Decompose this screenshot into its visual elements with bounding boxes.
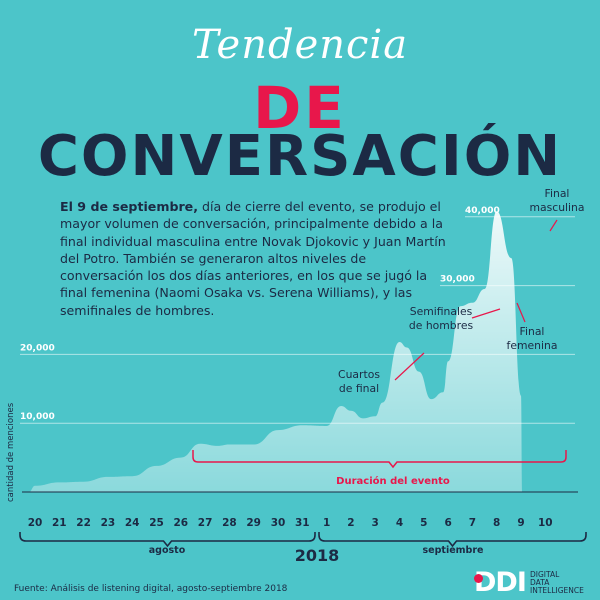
annotation-pointer — [516, 302, 526, 323]
annotation-pointer — [549, 219, 558, 232]
logo-text-line3: INTELLIGENCE — [530, 586, 584, 596]
x-tick-label: 25 — [149, 517, 164, 529]
x-tick-label: 20 — [28, 517, 43, 529]
y-tick-label: 10,000 — [20, 412, 55, 422]
x-tick-label: 27 — [198, 517, 213, 529]
x-tick-label: 28 — [222, 517, 237, 529]
logo-text-line2: DATA — [530, 578, 550, 588]
x-tick-label: 31 — [295, 517, 310, 529]
x-tick-label: 29 — [246, 517, 261, 529]
x-tick-label: 6 — [444, 517, 451, 529]
bracket-agosto — [19, 532, 316, 548]
x-tick-label: 30 — [271, 517, 286, 529]
logo-mark: DDI — [474, 567, 527, 598]
x-tick-label: 26 — [173, 517, 188, 529]
year-label: 2018 — [295, 546, 340, 565]
title-conversacion: CONVERSACIÓN — [37, 124, 563, 189]
x-tick-label: 3 — [372, 517, 379, 529]
logo-dot — [474, 574, 483, 583]
x-tick-label: 1 — [323, 517, 330, 529]
x-tick-label: 2 — [347, 517, 354, 529]
event-duration-label: Duración del evento — [336, 475, 450, 487]
bracket-septiembre — [318, 532, 587, 548]
x-tick-label: 4 — [396, 517, 403, 529]
x-tick-label: 7 — [469, 517, 476, 529]
title-de: DE — [253, 74, 347, 142]
intro-bold: El 9 de septiembre, — [60, 199, 198, 214]
x-tick-label: 5 — [420, 517, 427, 529]
intro-paragraph: El 9 de septiembre, día de cierre del ev… — [60, 198, 450, 319]
source-note: Fuente: Análisis de listening digital, a… — [14, 584, 288, 594]
x-tick-label: 24 — [125, 517, 140, 529]
month-label-septiembre: septiembre — [423, 545, 484, 556]
annotation-pointer — [471, 308, 501, 319]
y-tick-label: 40,000 — [465, 206, 500, 216]
y-axis-label: cantidad de menciones — [6, 402, 16, 502]
annotation-final-masculina: Final masculina — [530, 187, 585, 214]
title-tendencia: Tendencia — [191, 22, 409, 68]
x-tick-label: 9 — [517, 517, 524, 529]
y-tick-label: 20,000 — [20, 343, 55, 353]
logo-text: DIGITAL DATA INTELLIGENCE — [530, 570, 584, 596]
x-tick-label: 23 — [101, 517, 116, 529]
x-tick-label: 10 — [538, 517, 553, 529]
annotation-final-femenina: Final femenina — [507, 325, 558, 352]
ddi-logo: DDI DIGITAL DATA INTELLIGENCE — [474, 569, 594, 597]
x-tick-label: 22 — [76, 517, 91, 529]
event-bracket — [192, 450, 567, 469]
annotation-pointer — [394, 352, 425, 381]
month-label-agosto: agosto — [149, 545, 186, 556]
annotation-cuartos: Cuartos de final — [338, 368, 380, 395]
x-tick-label: 21 — [52, 517, 67, 529]
intro-text: día de cierre del evento, se produjo el … — [60, 199, 446, 318]
logo-text-line1: DIGITAL — [530, 570, 560, 579]
x-tick-label: 8 — [493, 517, 500, 529]
